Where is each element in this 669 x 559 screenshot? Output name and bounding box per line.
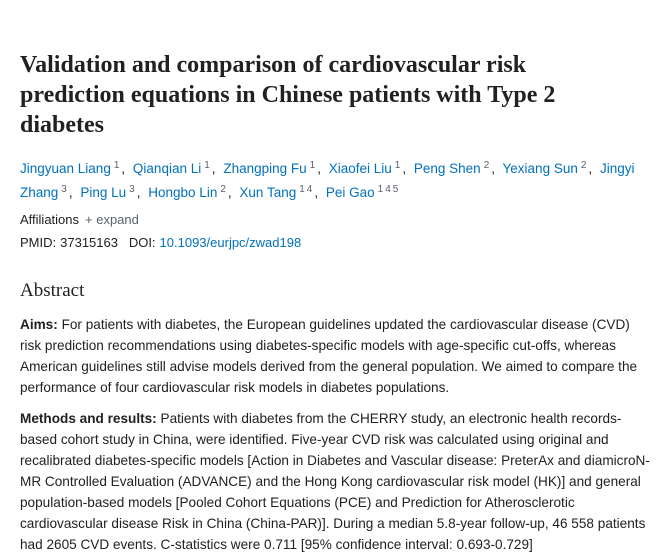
doi-label: DOI: (128, 235, 156, 250)
affiliation-ref[interactable]: 2 (220, 183, 226, 195)
affiliation-refs: 3 (129, 184, 137, 195)
doi-link[interactable]: 10.1093/eurjpc/zwad198 (159, 235, 302, 250)
affiliation-refs: 1 (395, 160, 403, 171)
affiliation-ref[interactable]: 4 (385, 183, 391, 195)
section-text: For patients with diabetes, the European… (20, 317, 638, 395)
affiliation-refs: 3 (61, 184, 69, 195)
affiliation-refs: 1 (310, 160, 318, 171)
author: Peng Shen 2 (413, 160, 499, 176)
author-name[interactable]: Zhangping Fu (223, 161, 307, 176)
affiliation-ref[interactable]: 1 (113, 159, 120, 171)
affiliation-refs: 2 (581, 160, 589, 171)
affiliation-ref[interactable]: 3 (61, 183, 67, 195)
author: Zhangping Fu 1 (223, 160, 325, 176)
pmid-label: PMID: (20, 235, 57, 250)
affiliation-ref[interactable]: 1 (204, 159, 210, 171)
author: Xiaofei Liu 1 (328, 160, 410, 176)
author-name[interactable]: Ping Lu (80, 185, 127, 200)
author: Ping Lu 3 (80, 184, 144, 200)
affiliation-ref[interactable]: 2 (483, 159, 490, 171)
affiliation-refs: 2 (220, 184, 228, 195)
author-name[interactable]: Yexiang Sun (502, 161, 578, 176)
affiliation-ref[interactable]: 1 (394, 159, 401, 171)
abstract-heading: Abstract (20, 280, 85, 301)
section-text: Patients with diabetes from the CHERRY s… (20, 411, 650, 552)
affiliation-ref[interactable]: 4 (306, 183, 313, 195)
abstract: Aims: For patients with diabetes, the Eu… (20, 314, 650, 559)
section-label: Methods and results: (20, 411, 157, 426)
affiliations-label: Affiliations (20, 212, 80, 227)
author: Jingyuan Liang 1 (20, 160, 129, 176)
author-name[interactable]: Peng Shen (413, 161, 481, 176)
affiliation-ref[interactable]: 1 (309, 159, 316, 171)
abstract-section: Aims: For patients with diabetes, the Eu… (20, 314, 650, 398)
affiliation-refs: 1 (114, 160, 122, 171)
article-title: Validation and comparison of cardiovascu… (20, 52, 556, 138)
affiliation-refs: 2 (484, 160, 492, 171)
abstract-section: Methods and results: Patients with diabe… (20, 408, 650, 555)
identifiers: PMID: 37315163 DOI: 10.1093/eurjpc/zwad198 (20, 235, 301, 250)
author-name[interactable]: Qianqian Li (132, 161, 202, 176)
affiliation-ref[interactable]: 1 (299, 183, 305, 195)
affiliation-ref[interactable]: 1 (377, 183, 384, 195)
section-label: Aims: (20, 317, 58, 332)
affiliation-ref[interactable]: 5 (392, 183, 399, 195)
expand-button[interactable]: + expand (85, 212, 139, 227)
pmid: 37315163 (60, 235, 118, 250)
affiliations: Affiliations + expand (20, 212, 139, 227)
author-name[interactable]: Pei Gao (325, 185, 375, 200)
author-name[interactable]: Xun Tang (239, 185, 297, 200)
author-name[interactable]: Jingyuan Liang (20, 161, 111, 176)
affiliation-ref[interactable]: 3 (129, 183, 135, 195)
author: Xun Tang 1 4 (239, 184, 322, 200)
author: Qianqian Li 1 (132, 160, 220, 176)
affiliation-ref[interactable]: 2 (580, 159, 587, 171)
author: Pei Gao 1 4 5 (325, 184, 401, 200)
author-name[interactable]: Jingyi Zhang (20, 161, 635, 200)
author-name[interactable]: Xiaofei Liu (328, 161, 392, 176)
affiliation-refs: 1 (204, 160, 212, 171)
author: Yexiang Sun 2 (502, 160, 597, 176)
author: Hongbo Lin 2 (148, 184, 235, 200)
author-name[interactable]: Hongbo Lin (148, 185, 218, 200)
